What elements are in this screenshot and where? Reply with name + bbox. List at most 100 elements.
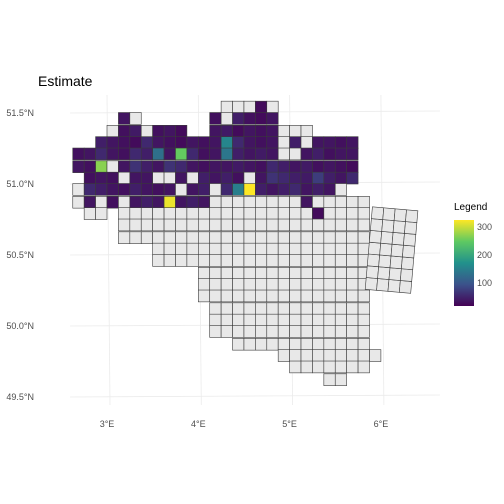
- map-cell: [289, 207, 302, 220]
- map-cell: [401, 256, 415, 271]
- axis-ticks: 3°E 4°E 5°E 6°E 51.5°N 51.0°N 50.5°N 50.0°N 49.5…: [6, 108, 388, 429]
- map-cell: [266, 289, 279, 303]
- map-cell: [83, 171, 96, 185]
- map-cell: [209, 171, 222, 185]
- map-cell: [391, 232, 405, 246]
- map-cell: [357, 302, 370, 315]
- map-cell: [129, 136, 142, 149]
- map-cell: [323, 171, 336, 185]
- map-cell: [266, 302, 279, 315]
- map-cell: [186, 136, 199, 149]
- map-cell: [393, 208, 407, 222]
- map-cell: [277, 160, 290, 173]
- map-cell: [198, 289, 211, 303]
- map-cell: [266, 171, 279, 185]
- map-cell: [198, 278, 211, 291]
- map-cell: [209, 242, 222, 256]
- map-cell: [266, 242, 279, 256]
- map-cell: [312, 171, 325, 185]
- map-cell: [175, 171, 188, 185]
- map-cell: [300, 196, 313, 209]
- map-cell: [381, 219, 395, 233]
- map-cell: [266, 136, 279, 149]
- map-cell: [163, 231, 176, 244]
- map-cell: [334, 218, 347, 232]
- map-cell: [289, 289, 302, 303]
- map-cell: [368, 230, 383, 244]
- map-cell: [334, 196, 347, 209]
- map-cell: [289, 360, 302, 374]
- map-cell: [312, 349, 325, 362]
- map-cell: [118, 196, 131, 209]
- map-cell: [198, 242, 211, 256]
- map-cell: [106, 183, 119, 196]
- map-cell: [402, 244, 416, 259]
- map-cell: [175, 147, 188, 161]
- map-cell: [255, 267, 268, 280]
- map-cell: [220, 313, 233, 327]
- map-cell: [72, 160, 85, 173]
- map-cell: [232, 136, 245, 149]
- map-cell: [334, 267, 347, 280]
- map-cell: [198, 231, 211, 244]
- map-cell: [243, 254, 256, 267]
- map-cell: [389, 255, 403, 270]
- map-cell: [106, 171, 119, 185]
- map-cell: [323, 360, 336, 374]
- map-cell: [243, 278, 256, 291]
- map-cell: [323, 325, 336, 338]
- map-cell: [243, 160, 256, 173]
- map-cell: [300, 183, 313, 196]
- map-cell: [72, 147, 85, 161]
- map-cell: [379, 242, 393, 257]
- map-cell: [323, 160, 336, 173]
- map-cell: [266, 147, 279, 161]
- map-cell: [277, 231, 290, 244]
- map-cell: [186, 254, 199, 267]
- map-cell: [255, 289, 268, 303]
- map-cell: [334, 349, 347, 362]
- map-cell: [312, 242, 325, 256]
- map-cell: [232, 242, 245, 256]
- map-cell: [346, 218, 359, 232]
- map-cell: [118, 147, 131, 161]
- map-cell: [266, 278, 279, 291]
- map-cell: [209, 125, 222, 138]
- map-cell: [152, 160, 165, 173]
- map-cell: [323, 254, 336, 267]
- map-cell: [95, 147, 108, 161]
- map-cell: [209, 289, 222, 303]
- legend-tick-label: 200: [477, 250, 493, 260]
- map-cell: [198, 254, 211, 267]
- map-cell: [277, 207, 290, 220]
- map-cell: [289, 242, 302, 256]
- map-cell: [300, 160, 313, 173]
- map-cell: [95, 183, 108, 196]
- map-cell: [95, 160, 108, 173]
- map-cell: [152, 183, 165, 196]
- map-cell: [198, 196, 211, 209]
- map-cell: [289, 147, 302, 161]
- map-cell: [300, 254, 313, 267]
- map-cell: [83, 183, 96, 196]
- map-cell: [255, 183, 268, 196]
- map-cell: [334, 373, 347, 386]
- map-cell: [243, 136, 256, 149]
- map-cell: [175, 136, 188, 149]
- map-cell: [357, 325, 370, 338]
- map-cell: [118, 136, 131, 149]
- map-cell: [232, 278, 245, 291]
- map-cell: [382, 207, 396, 221]
- map-cell: [129, 125, 142, 138]
- map-cell: [175, 125, 188, 138]
- map-cell: [366, 253, 380, 268]
- map-cell: [118, 160, 131, 173]
- map-cell: [209, 136, 222, 149]
- map-cell: [277, 289, 290, 303]
- map-cell: [312, 360, 325, 374]
- map-cell: [300, 325, 313, 338]
- map-cell: [209, 231, 222, 244]
- map-cell: [186, 171, 199, 185]
- map-cell: [334, 207, 347, 220]
